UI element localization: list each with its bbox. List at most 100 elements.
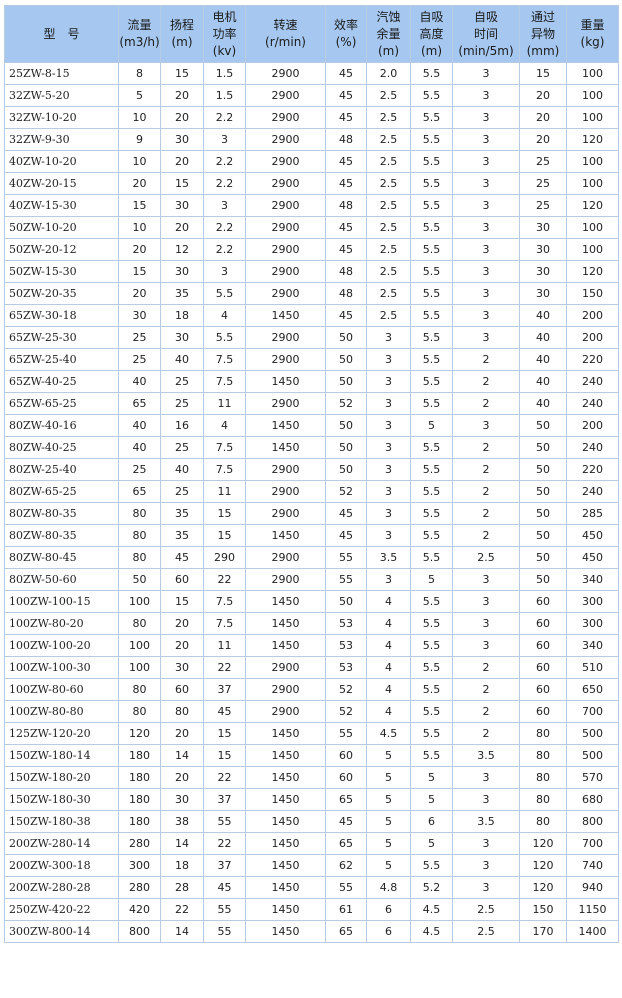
value-cell: 3.5 xyxy=(452,744,520,767)
value-cell: 280 xyxy=(118,876,161,899)
value-cell: 30 xyxy=(519,216,567,239)
value-cell: 100 xyxy=(566,172,619,195)
value-cell: 1450 xyxy=(245,524,326,547)
value-cell: 1450 xyxy=(245,744,326,767)
value-cell: 15 xyxy=(118,260,161,283)
value-cell: 18 xyxy=(160,304,204,327)
table-row: 80ZW-25-40 25 40 7.5 2900 50 3 5.5 2 50 220 xyxy=(4,458,619,481)
value-cell: 80 xyxy=(118,502,161,525)
model-cell: 40ZW-10-20 xyxy=(4,150,119,173)
value-cell: 3 xyxy=(452,194,520,217)
value-cell: 180 xyxy=(118,766,161,789)
value-cell: 2.5 xyxy=(452,920,520,943)
table-row: 250ZW-420-22 420 22 55 1450 61 6 4.5 2.5 150 1150 xyxy=(4,898,619,921)
value-cell: 30 xyxy=(160,128,204,151)
value-cell: 450 xyxy=(566,546,619,569)
header-text: 效率 xyxy=(333,18,358,32)
value-cell: 65 xyxy=(325,788,367,811)
table-body: 25ZW-8-15 8 15 1.5 2900 45 2.0 5.5 3 15 100 32ZW-5-… xyxy=(4,62,619,943)
value-cell: 940 xyxy=(566,876,619,899)
value-cell: 40 xyxy=(160,348,204,371)
value-cell: 3 xyxy=(452,238,520,261)
value-cell: 52 xyxy=(325,700,367,723)
header-cell: 转速 (r/min) xyxy=(245,5,326,63)
value-cell: 1400 xyxy=(566,920,619,943)
value-cell: 15 xyxy=(519,62,567,85)
header-text: 时间 xyxy=(473,26,498,41)
value-cell: 5 xyxy=(366,810,411,833)
header-text: (min/5m) xyxy=(458,43,514,58)
value-cell: 9 xyxy=(118,128,161,151)
value-cell: 4 xyxy=(203,304,246,327)
table-row: 100ZW-100-20 100 20 11 1450 53 4 5.5 3 60 340 xyxy=(4,634,619,657)
value-cell: 680 xyxy=(566,788,619,811)
model-cell: 80ZW-40-16 xyxy=(4,414,119,437)
value-cell: 240 xyxy=(566,370,619,393)
table-row: 100ZW-80-80 80 80 45 2900 52 4 5.5 2 60 700 xyxy=(4,700,619,723)
value-cell: 3 xyxy=(452,326,520,349)
value-cell: 1450 xyxy=(245,876,326,899)
header-text: (kv) xyxy=(212,43,237,58)
value-cell: 45 xyxy=(325,524,367,547)
value-cell: 11 xyxy=(203,392,246,415)
header-text: 余量 xyxy=(376,26,401,41)
value-cell: 5.5 xyxy=(410,590,453,613)
value-cell: 5.5 xyxy=(410,370,453,393)
header-text: 重量 xyxy=(580,18,605,32)
value-cell: 1450 xyxy=(245,810,326,833)
value-cell: 25 xyxy=(519,172,567,195)
value-cell: 7.5 xyxy=(203,436,246,459)
value-cell: 100 xyxy=(118,590,161,613)
header-cell: 电机 功率 (kv) xyxy=(203,5,246,63)
value-cell: 1450 xyxy=(245,722,326,745)
value-cell: 3 xyxy=(203,260,246,283)
table-row: 32ZW-9-30 9 30 3 2900 48 2.5 5.5 3 20 120 xyxy=(4,128,619,151)
value-cell: 65 xyxy=(325,832,367,855)
model-cell: 100ZW-100-15 xyxy=(4,590,119,613)
value-cell: 20 xyxy=(118,282,161,305)
value-cell: 20 xyxy=(160,722,204,745)
value-cell: 20 xyxy=(160,766,204,789)
value-cell: 50 xyxy=(519,546,567,569)
model-cell: 300ZW-800-14 xyxy=(4,920,119,943)
value-cell: 45 xyxy=(325,84,367,107)
value-cell: 25 xyxy=(118,348,161,371)
value-cell: 3.5 xyxy=(366,546,411,569)
value-cell: 2900 xyxy=(245,502,326,525)
value-cell: 61 xyxy=(325,898,367,921)
value-cell: 5.5 xyxy=(410,84,453,107)
table-row: 65ZW-25-30 25 30 5.5 2900 50 3 5.5 3 40 200 xyxy=(4,326,619,349)
value-cell: 3 xyxy=(452,788,520,811)
header-text: (kg) xyxy=(580,35,605,49)
value-cell: 20 xyxy=(160,84,204,107)
header-text: (m) xyxy=(420,43,443,58)
value-cell: 60 xyxy=(519,700,567,723)
table-row: 100ZW-100-15 100 15 7.5 1450 50 4 5.5 3 60 300 xyxy=(4,590,619,613)
value-cell: 80 xyxy=(118,524,161,547)
value-cell: 120 xyxy=(566,128,619,151)
table-row: 100ZW-80-60 80 60 37 2900 52 4 5.5 2 60 650 xyxy=(4,678,619,701)
value-cell: 40 xyxy=(519,370,567,393)
value-cell: 5.5 xyxy=(410,282,453,305)
value-cell: 1450 xyxy=(245,898,326,921)
header-text: 通过 xyxy=(530,9,555,24)
value-cell: 2900 xyxy=(245,238,326,261)
value-cell: 11 xyxy=(203,634,246,657)
value-cell: 5.2 xyxy=(410,876,453,899)
value-cell: 3 xyxy=(452,876,520,899)
value-cell: 52 xyxy=(325,678,367,701)
value-cell: 38 xyxy=(160,810,204,833)
value-cell: 48 xyxy=(325,128,367,151)
model-cell: 80ZW-50-60 xyxy=(4,568,119,591)
value-cell: 8 xyxy=(118,62,161,85)
value-cell: 2900 xyxy=(245,546,326,569)
header-cell: 自吸 高度 (m) xyxy=(410,5,453,63)
value-cell: 65 xyxy=(325,920,367,943)
value-cell: 1450 xyxy=(245,766,326,789)
value-cell: 60 xyxy=(325,766,367,789)
value-cell: 2900 xyxy=(245,128,326,151)
value-cell: 28 xyxy=(160,876,204,899)
value-cell: 2900 xyxy=(245,480,326,503)
value-cell: 1.5 xyxy=(203,62,246,85)
header-text: 转速 xyxy=(273,18,298,32)
